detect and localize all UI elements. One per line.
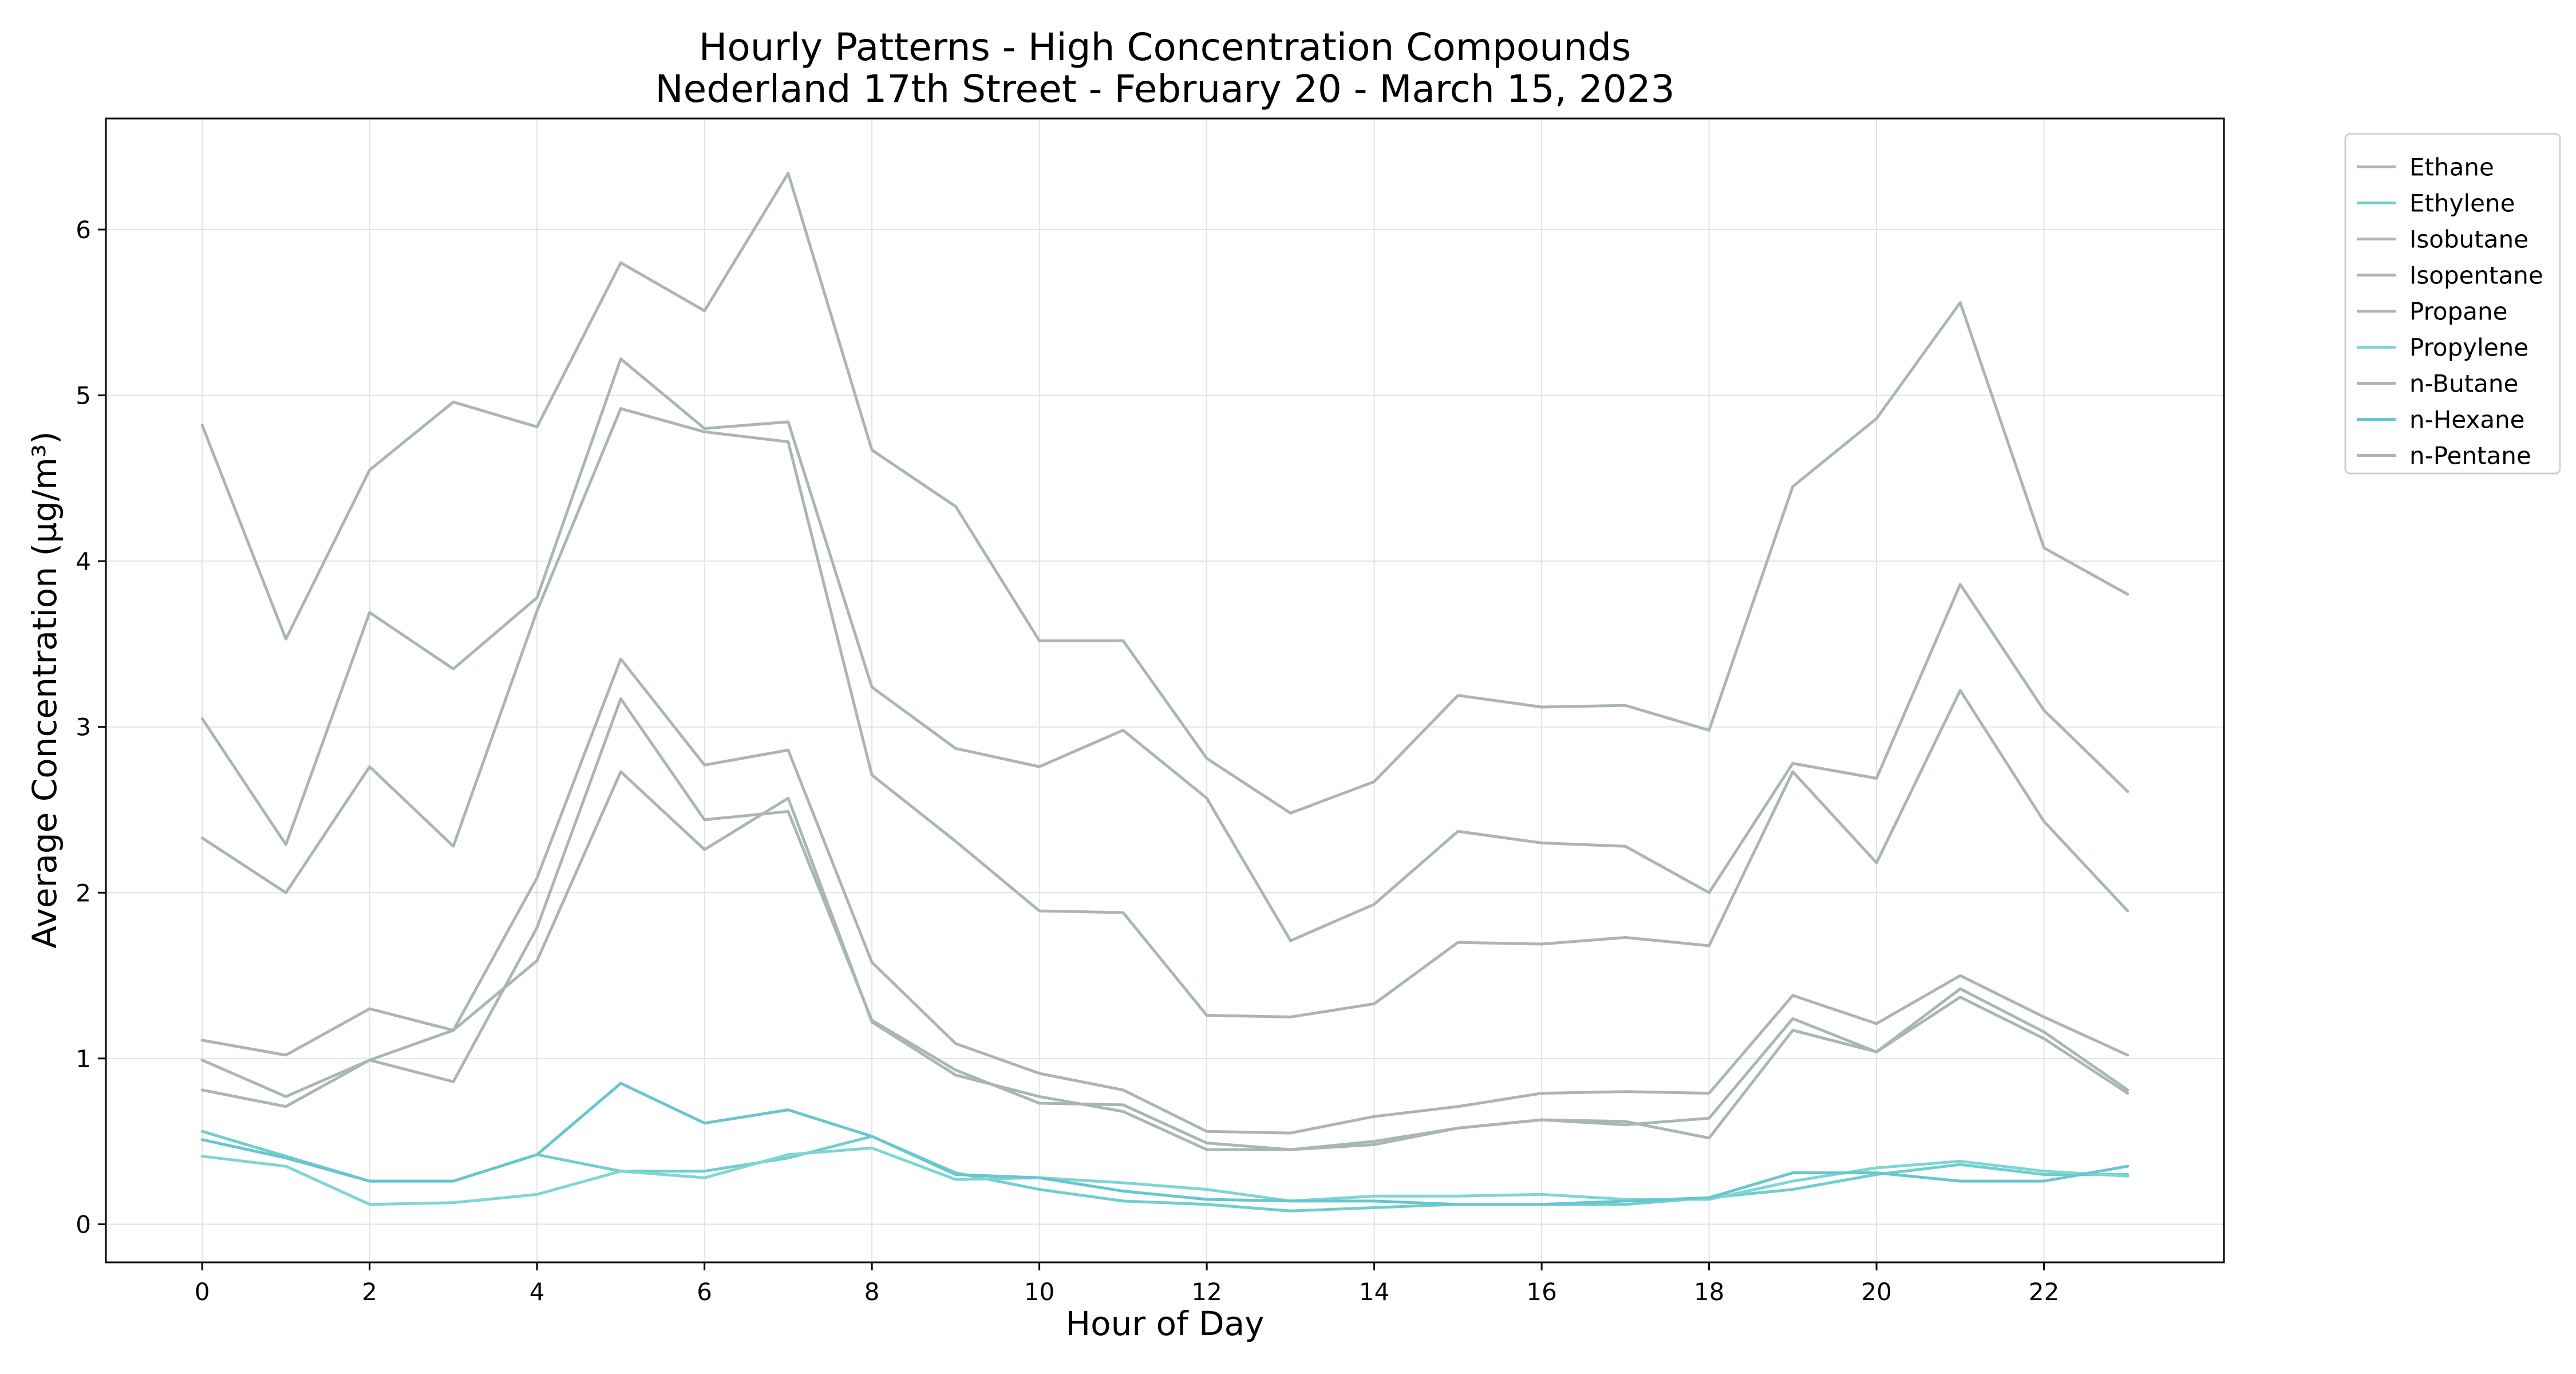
y-tick-label: 1	[76, 1045, 91, 1073]
y-axis-label: Average Concentration (µg/m³)	[25, 431, 64, 949]
legend-entry: n-Hexane	[2409, 406, 2525, 434]
series-line-isopentane	[200, 697, 2129, 1151]
series-line-propane	[200, 407, 2129, 1018]
legend-entry: Propane	[2409, 298, 2508, 326]
series-line-propylene	[200, 1146, 2129, 1206]
x-tick-label: 16	[1526, 1278, 1556, 1306]
y-tick-label: 4	[76, 547, 91, 575]
series-line-n-hexane	[200, 1081, 2129, 1206]
legend-entry: Isobutane	[2409, 226, 2528, 254]
x-tick-label: 14	[1359, 1278, 1389, 1306]
legend: Ethane Ethylene Isobutane Isopentane Propane…	[2344, 133, 2561, 475]
y-tick-label: 5	[76, 382, 91, 410]
chart-subtitle: Nederland 17th Street - February 20 - Ma…	[655, 67, 1674, 111]
legend-entry: Ethylene	[2409, 189, 2515, 218]
x-tick-label: 12	[1191, 1278, 1222, 1306]
series-line-n-butane	[200, 357, 2129, 942]
x-tick-label: 22	[2029, 1278, 2059, 1306]
x-tick-label: 18	[1694, 1278, 1724, 1306]
legend-entry: n-Butane	[2409, 370, 2518, 398]
plot-frame	[105, 117, 2225, 1264]
x-tick-label: 4	[530, 1278, 545, 1306]
grid	[106, 119, 2224, 1262]
series-line-ethane	[200, 172, 2129, 815]
x-tick-label: 20	[1861, 1278, 1891, 1306]
series-line-n-pentane	[200, 657, 2129, 1135]
x-tick-label: 0	[195, 1278, 210, 1306]
x-tick-label: 10	[1024, 1278, 1054, 1306]
x-tick-label: 2	[362, 1278, 377, 1306]
legend-entry: n-Pentane	[2409, 442, 2531, 470]
y-tick-label: 2	[76, 879, 91, 907]
x-tick-label: 8	[864, 1278, 880, 1306]
y-tick-label: 6	[76, 216, 91, 244]
legend-entry: Ethane	[2409, 153, 2494, 181]
y-tick-label: 0	[76, 1210, 91, 1238]
y-tick-label: 3	[76, 713, 91, 741]
series-line-isobutane	[200, 770, 2129, 1151]
series-lines	[200, 172, 2129, 1213]
x-axis-label: Hour of Day	[1065, 1304, 1264, 1343]
legend-entry: Isopentane	[2409, 262, 2543, 290]
legend-box	[2344, 133, 2561, 475]
x-tick-label: 6	[697, 1278, 712, 1306]
chart-title: Hourly Patterns - High Concentration Com…	[699, 25, 1631, 69]
legend-entry: Propylene	[2409, 334, 2528, 362]
